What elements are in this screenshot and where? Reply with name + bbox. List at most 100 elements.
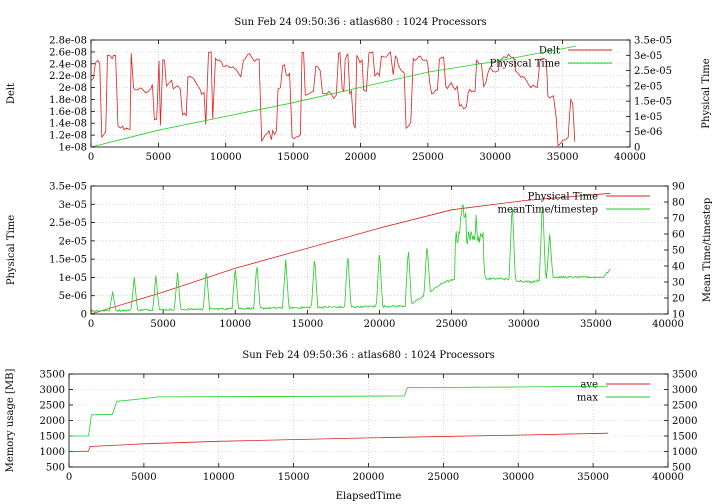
- x-tick-label: 35000: [577, 472, 609, 483]
- y-axis-label: Memory usage [MB]: [5, 369, 16, 473]
- y2-tick-label: 3000: [672, 385, 697, 396]
- series-line-meantime-timestep: [90, 204, 611, 313]
- x-tick-label: 40000: [652, 472, 684, 483]
- y2-tick-label: 40: [672, 262, 685, 273]
- y-tick-label: 1e-08: [59, 143, 87, 154]
- y-tick-label: 500: [46, 463, 65, 474]
- y2-tick-label: 50: [672, 246, 685, 257]
- x-tick-label: 30000: [479, 152, 511, 163]
- x-tick-label: 25000: [436, 319, 468, 330]
- x-tick-label: 0: [88, 152, 94, 163]
- y-tick-label: 1.2e-08: [49, 131, 87, 142]
- y2-tick-label: 3.5e-05: [634, 36, 672, 47]
- y-tick-label: 2500: [40, 401, 65, 412]
- y-tick-label: 2.8e-08: [49, 36, 87, 47]
- legend-label: Physical Time: [528, 192, 598, 203]
- chart-title: Sun Feb 24 09:50:36 : atlas680 : 1024 Pr…: [234, 17, 486, 28]
- x-tick-label: 10000: [219, 319, 251, 330]
- y-axis-label: Delt: [6, 83, 17, 104]
- chart-panel-1: 0 5000 10000 15000 20000 25000 30000 35000 40000…: [6, 17, 712, 163]
- y-tick-label: 2.5e-05: [49, 218, 87, 229]
- x-tick-label: 20000: [353, 472, 385, 483]
- y2-tick-label: 20: [672, 294, 685, 305]
- y2-tick-label: 2e-05: [634, 81, 662, 92]
- y-tick-label: 1.4e-08: [49, 119, 87, 130]
- x-tick-label: 5000: [146, 152, 171, 163]
- y2-tick-label: 3e-05: [634, 51, 662, 62]
- series-line-physical-time: [90, 45, 577, 148]
- x-tick-label: 0: [66, 472, 72, 483]
- y2-tick-label: 1500: [672, 432, 697, 443]
- x-tick-label: 5000: [131, 472, 156, 483]
- y-tick-label: 1500: [40, 432, 65, 443]
- y-tick-label: 2000: [40, 416, 65, 427]
- plot-frame: [90, 185, 669, 315]
- y2-tick-label: 30: [672, 278, 685, 289]
- chart-title: Sun Feb 24 09:50:36 : atlas680 : 1024 Pr…: [242, 350, 494, 361]
- y2-tick-label: 2000: [672, 416, 697, 427]
- y-tick-label: 2e-08: [59, 83, 87, 94]
- y2-tick-label: 500: [672, 463, 691, 474]
- legend-label: meanTime/timestep: [497, 205, 598, 216]
- y-tick-label: 2.6e-08: [49, 47, 87, 58]
- y-tick-label: 3500: [40, 370, 65, 381]
- x-tick-label: 10000: [203, 472, 235, 483]
- y-tick-label: 1e-05: [59, 273, 87, 284]
- x-tick-label: 15000: [278, 472, 310, 483]
- x-tick-label: 0: [88, 319, 94, 330]
- x-tick-label: 30000: [502, 472, 534, 483]
- x-tick-label: 40000: [614, 152, 646, 163]
- y-tick-label: 3.5e-05: [49, 182, 87, 193]
- legend-label: Physical Time: [490, 59, 560, 70]
- y2-tick-label: 0: [634, 143, 640, 154]
- x-tick-label: 15000: [277, 152, 309, 163]
- x-tick-label: 5000: [150, 319, 175, 330]
- y-axis-label: Physical Time: [6, 215, 17, 285]
- y-tick-label: 5e-06: [59, 291, 87, 302]
- legend-label: max: [577, 393, 598, 404]
- legend-label: ave: [580, 380, 598, 391]
- y-tick-label: 0: [81, 310, 87, 321]
- y2-axis-label: Mean Time/timestep: [702, 198, 713, 302]
- x-tick-label: 10000: [210, 152, 242, 163]
- x-tick-label: 20000: [345, 152, 377, 163]
- x-tick-label: 25000: [427, 472, 459, 483]
- y2-tick-label: 1000: [672, 447, 697, 458]
- y2-tick-label: 1.5e-05: [634, 97, 672, 108]
- x-tick-label: 40000: [652, 319, 684, 330]
- y2-tick-label: 2500: [672, 401, 697, 412]
- y-tick-label: 2.4e-08: [49, 59, 87, 70]
- x-axis-label: ElapsedTime: [336, 491, 402, 502]
- y-tick-label: 1.8e-08: [49, 95, 87, 106]
- y2-tick-label: 80: [672, 198, 685, 209]
- y2-tick-label: 2.5e-05: [634, 66, 672, 77]
- y-tick-label: 2e-05: [59, 236, 87, 247]
- x-tick-label: 35000: [580, 319, 612, 330]
- plot-frame: [90, 39, 631, 148]
- x-tick-label: 25000: [412, 152, 444, 163]
- y2-tick-label: 70: [672, 214, 685, 225]
- y-tick-label: 3000: [40, 385, 65, 396]
- x-tick-label: 35000: [547, 152, 579, 163]
- y2-tick-label: 1e-05: [634, 112, 662, 123]
- series-line-delt: [90, 50, 576, 147]
- y2-tick-label: 5e-06: [634, 127, 662, 138]
- x-tick-label: 15000: [291, 319, 323, 330]
- series-line-max: [69, 385, 609, 437]
- series-line-physical-time: [90, 192, 611, 315]
- y-tick-label: 2.2e-08: [49, 71, 87, 82]
- series-line-ave: [68, 432, 609, 452]
- y-tick-label: 3e-05: [59, 200, 87, 211]
- y2-axis-label: Physical Time: [701, 58, 712, 128]
- chart-panel-3: 0 5000 10000 15000 20000 25000 30000 35000 40000…: [5, 350, 697, 502]
- y-tick-label: 1.6e-08: [49, 107, 87, 118]
- y2-tick-label: 3500: [672, 370, 697, 381]
- y2-tick-label: 90: [672, 182, 685, 193]
- plot-frame: [68, 373, 669, 468]
- y-tick-label: 1000: [40, 447, 65, 458]
- x-tick-label: 30000: [508, 319, 540, 330]
- chart-panel-2: 0 5000 10000 15000 20000 25000 30000 35000 40000…: [6, 182, 713, 331]
- y2-tick-label: 10: [672, 310, 685, 321]
- y2-tick-label: 60: [672, 230, 685, 241]
